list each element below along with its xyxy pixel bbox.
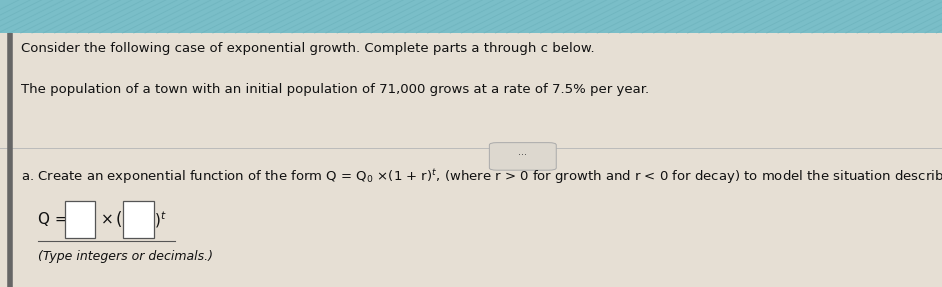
Text: Q =: Q = <box>38 212 73 227</box>
Text: (Type integers or decimals.): (Type integers or decimals.) <box>38 250 213 263</box>
Text: )$^t$: )$^t$ <box>154 209 166 230</box>
Text: (: ( <box>116 211 122 228</box>
Text: a. Create an exponential function of the form Q = Q$_0$ ×(1 + r)$^t$, (where r >: a. Create an exponential function of the… <box>21 168 942 187</box>
Text: Consider the following case of exponential growth. Complete parts a through c be: Consider the following case of exponenti… <box>21 42 594 55</box>
FancyBboxPatch shape <box>65 201 95 238</box>
FancyBboxPatch shape <box>0 33 942 287</box>
FancyBboxPatch shape <box>123 201 154 238</box>
FancyBboxPatch shape <box>0 0 942 33</box>
Text: ···: ··· <box>518 150 528 160</box>
Text: ×: × <box>101 212 114 227</box>
FancyBboxPatch shape <box>490 143 556 170</box>
Text: The population of a town with an initial population of 71,000 grows at a rate of: The population of a town with an initial… <box>21 83 649 96</box>
